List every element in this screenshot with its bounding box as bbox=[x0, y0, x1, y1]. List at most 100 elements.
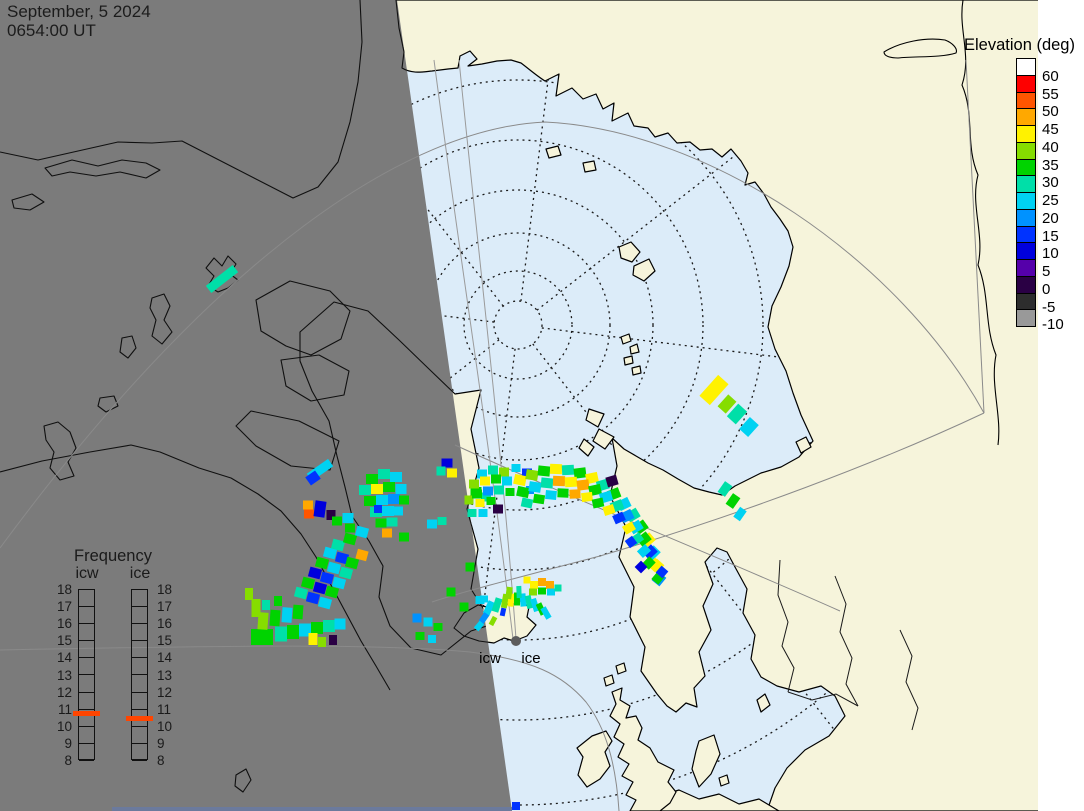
scatter-cell bbox=[524, 595, 534, 609]
scatter-cell bbox=[275, 626, 287, 642]
scatter-cell bbox=[332, 516, 342, 526]
scatter-cell bbox=[433, 623, 443, 631]
frequency-tick-label: 11 bbox=[157, 701, 172, 717]
scatter-cell bbox=[605, 474, 619, 488]
elevation-tick-label: -5 bbox=[1042, 298, 1056, 316]
scatter-cell bbox=[334, 551, 350, 565]
scatter-cell bbox=[412, 613, 422, 623]
frequency-tick-label: 13 bbox=[56, 667, 72, 683]
scatter-cell bbox=[371, 484, 383, 494]
frequency-tick-label: 17 bbox=[157, 599, 173, 615]
frequency-tick-label: 13 bbox=[157, 667, 173, 683]
frequency-scale-cell bbox=[79, 744, 94, 761]
scatter-cell bbox=[281, 607, 293, 623]
frequency-tick-label: 15 bbox=[157, 633, 173, 649]
frequency-scale-cell bbox=[132, 590, 147, 608]
scatter-cell bbox=[636, 531, 652, 547]
land-arctic-islet-4 bbox=[631, 365, 642, 376]
scatter-cell bbox=[388, 494, 400, 504]
scatter-cell bbox=[480, 595, 488, 603]
scatter-cell bbox=[378, 469, 390, 479]
scatter-cell bbox=[304, 509, 314, 519]
elevation-color-box bbox=[1016, 175, 1036, 193]
scatter-cell bbox=[355, 548, 369, 562]
scatter-cell bbox=[491, 474, 501, 484]
scatter-cell bbox=[318, 637, 326, 647]
elevation-color-box bbox=[1016, 275, 1036, 294]
scatter-cell bbox=[505, 488, 515, 496]
frequency-tick-label: 9 bbox=[157, 735, 165, 751]
scatter-cell bbox=[331, 576, 347, 590]
land-svalbard-2 bbox=[632, 258, 656, 282]
scatter-cell bbox=[344, 556, 360, 570]
coast-river-coast-east bbox=[961, 0, 1000, 446]
elevation-color-box bbox=[1016, 225, 1036, 244]
scatter-cell bbox=[486, 497, 496, 505]
scatter-cell bbox=[459, 602, 469, 612]
frequency-scale-cell bbox=[79, 710, 94, 727]
elevation-color-box bbox=[1016, 158, 1036, 177]
scatter-cell bbox=[364, 496, 376, 506]
frequency-scale-cell bbox=[79, 727, 94, 744]
scatter-cell bbox=[591, 497, 605, 509]
frequency-legend: Frequency icw ice 18 18 17 17 16 16 15 15 14 14 13 13… bbox=[40, 543, 190, 773]
scatter-cell bbox=[314, 556, 330, 570]
elevation-color-box bbox=[1016, 208, 1036, 227]
elevation-color-box bbox=[1016, 91, 1036, 110]
frequency-tick-label: 9 bbox=[64, 735, 72, 751]
elevation-tick-label: 45 bbox=[1042, 121, 1059, 138]
land-vaygach bbox=[795, 436, 812, 454]
scatter-cell bbox=[386, 517, 398, 527]
scatter-cell bbox=[376, 495, 388, 505]
plot-margin bbox=[1038, 0, 1084, 811]
scatter-cell bbox=[481, 492, 491, 502]
scatter-cell bbox=[580, 491, 594, 503]
scatter-cell bbox=[300, 576, 316, 590]
scatter-cell bbox=[530, 581, 538, 589]
scatter-cell bbox=[375, 518, 387, 528]
land-island-group-1 bbox=[585, 408, 605, 428]
scatter-cell bbox=[399, 495, 409, 505]
frequency-scale-cell bbox=[79, 624, 94, 642]
frequency-column-label-icw: icw bbox=[75, 565, 99, 582]
radar-beam-lines bbox=[433, 59, 517, 640]
timestamp-time: 0654:00 UT bbox=[7, 21, 96, 40]
scatter-cell bbox=[699, 374, 729, 406]
frequency-scale-cell bbox=[79, 675, 94, 693]
elevation-tick-label: 30 bbox=[1042, 174, 1059, 192]
frequency-scale-cell bbox=[132, 693, 147, 710]
land-ireland bbox=[576, 730, 613, 788]
scatter-cell bbox=[516, 485, 530, 499]
scatter-cell bbox=[269, 609, 281, 627]
scatter-cell bbox=[532, 493, 546, 505]
frequency-column-label-ice: ice bbox=[129, 565, 151, 582]
frequency-scale-cell bbox=[79, 641, 94, 659]
scatter-cell bbox=[513, 473, 527, 487]
scatter-cell bbox=[205, 264, 239, 294]
scatter-cell bbox=[469, 479, 479, 489]
scatter-cell bbox=[726, 403, 748, 425]
scatter-cell bbox=[477, 469, 487, 479]
scatter-cell bbox=[540, 606, 552, 620]
elevation-legend: 60 55 50 45 40 35 30 25 20 15 10 5 0 -5 -10 bbox=[1016, 58, 1084, 349]
land-danish-islet bbox=[718, 774, 730, 787]
elevation-color-box bbox=[1016, 108, 1036, 126]
scatter-cell bbox=[334, 618, 346, 630]
frequency-tick-label: 8 bbox=[64, 753, 72, 768]
frequency-tick-label: 10 bbox=[56, 718, 72, 734]
scatter-cell bbox=[491, 597, 503, 613]
scatter-cell bbox=[354, 525, 370, 539]
land-shetland bbox=[615, 662, 627, 675]
scatter-cell bbox=[576, 479, 590, 491]
frequency-tick-label: 14 bbox=[56, 650, 72, 666]
scatter-cell bbox=[717, 481, 733, 497]
scatter-cell bbox=[427, 519, 437, 529]
scatter-cell bbox=[525, 469, 539, 481]
scatter-cell bbox=[499, 607, 507, 617]
scatter-cell bbox=[326, 510, 336, 520]
scatter-cell bbox=[251, 599, 261, 617]
land-orkney bbox=[603, 674, 615, 687]
scatter-cell bbox=[499, 467, 509, 477]
scatter-cell bbox=[465, 562, 475, 572]
